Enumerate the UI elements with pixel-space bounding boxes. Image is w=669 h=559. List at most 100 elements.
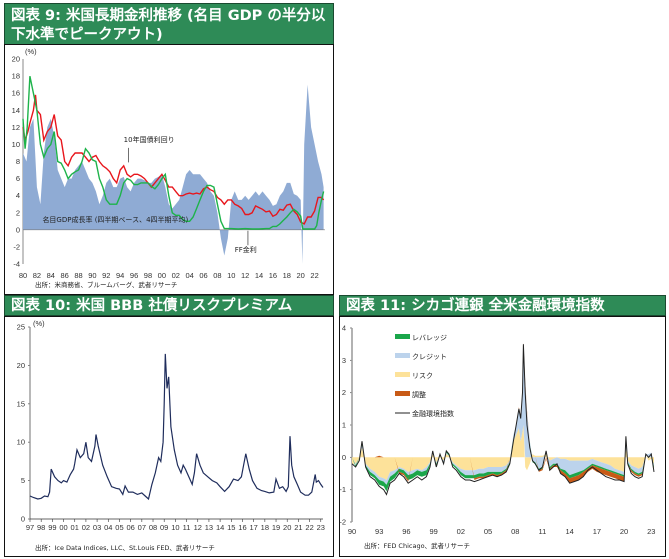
- figure-11-panel: 図表 11: シカゴ連銀 全米金融環境指数 4 3 2 1 0 -1 -2 90 93 96 99 0…: [339, 295, 666, 557]
- y-unit-label: (%): [33, 319, 45, 328]
- y-tick-label: -2: [339, 518, 346, 527]
- ten-year-yield-line: [22, 94, 325, 225]
- legend-credit-swatch: [395, 353, 410, 358]
- y-tick-label: 20: [17, 361, 25, 370]
- legend-risk-swatch: [395, 372, 410, 377]
- x-tick-label: 03: [93, 523, 101, 532]
- x-tick-label: 05: [484, 527, 492, 536]
- y-unit-label: (%): [25, 47, 37, 56]
- x-tick-label: 14: [216, 523, 224, 532]
- fed-funds-rate-line: [22, 75, 325, 230]
- x-tick-label: 16: [238, 523, 246, 532]
- y-tick-label: 3: [342, 356, 346, 365]
- x-tick-label: 18: [261, 523, 269, 532]
- x-tick-label: 96: [402, 527, 410, 536]
- x-tick-label: 93: [375, 527, 383, 536]
- x-tick-label: 80: [19, 271, 27, 280]
- x-tick-label: 09: [160, 523, 168, 532]
- x-tick-label: 22: [305, 523, 313, 532]
- nfci-index-line: [351, 344, 655, 496]
- x-tick-label: 01: [71, 523, 79, 532]
- x-tick-label: 97: [26, 523, 34, 532]
- x-tick-label: 17: [593, 527, 601, 536]
- y-tick-label: 0: [21, 515, 25, 524]
- figure-9-panel: 図表 9: 米国長期金利推移 (名目 GDP の半分以下水準でピークアウト) (…: [4, 3, 334, 295]
- bbb-spread-line: [29, 353, 324, 501]
- figure-10-panel: 図表 10: 米国 BBB 社債リスクプレミアム (%) 25 20 15 10 5 0 97…: [4, 295, 334, 557]
- x-tick-label: 16: [269, 271, 277, 280]
- x-tick-label: 04: [104, 523, 112, 532]
- x-tick-label: 10: [227, 271, 235, 280]
- x-tick-label: 06: [126, 523, 134, 532]
- x-tick-label: 00: [59, 523, 67, 532]
- y-tick-label: 12: [12, 123, 20, 132]
- x-tick-label: 94: [116, 271, 124, 280]
- figure-9-source: 出所：米商務省、ブルームバーグ、武者リサーチ: [35, 281, 178, 289]
- y-tick-label: 14: [12, 106, 20, 115]
- x-tick-label: 20: [283, 523, 291, 532]
- y-tick-label: -1: [339, 485, 346, 494]
- x-tick-label: 99: [429, 527, 437, 536]
- legend-risk-label: リスク: [412, 372, 433, 380]
- x-tick-label: 13: [205, 523, 213, 532]
- x-tick-label: 00: [158, 271, 166, 280]
- legend-leverage-swatch: [395, 334, 410, 339]
- figure-11-title: 図表 11: シカゴ連銀 全米金融環境指数: [339, 295, 666, 316]
- x-tick-label: 23: [317, 523, 325, 532]
- gdp-growth-area: [23, 84, 324, 264]
- y-tick-label: -4: [13, 260, 20, 269]
- figure-10-title: 図表 10: 米国 BBB 社債リスクプレミアム: [4, 295, 334, 316]
- annotation-ten-year-yield: 10年国債利回り: [124, 135, 175, 144]
- figure-9-body: (%) 20 18 16 14 12 10 8 6 4 2 0 -2 -4 80 82 84 86 88 90 92 94…: [4, 44, 334, 295]
- y-tick-label: 2: [16, 208, 20, 217]
- x-tick-label: 96: [130, 271, 138, 280]
- x-tick-label: 11: [183, 523, 191, 532]
- y-tick-label: 4: [16, 191, 20, 200]
- x-tick-label: 90: [88, 271, 96, 280]
- y-tick-label: 16: [12, 89, 20, 98]
- x-tick-label: 12: [241, 271, 249, 280]
- x-tick-label: 11: [539, 527, 547, 536]
- x-tick-label: 92: [102, 271, 110, 280]
- x-tick-label: 02: [172, 271, 180, 280]
- x-tick-label: 20: [297, 271, 305, 280]
- figure-9-title: 図表 9: 米国長期金利推移 (名目 GDP の半分以下水準でピークアウト): [4, 3, 334, 45]
- x-tick-label: 17: [249, 523, 257, 532]
- x-tick-label: 08: [149, 523, 157, 532]
- legend-index-label: 金融環境指数: [412, 409, 454, 418]
- x-tick-label: 98: [144, 271, 152, 280]
- x-tick-label: 14: [255, 271, 263, 280]
- y-tick-label: 4: [342, 324, 346, 333]
- x-tick-label: 88: [74, 271, 82, 280]
- y-tick-label: 10: [17, 438, 25, 447]
- x-tick-label: 08: [511, 527, 519, 536]
- legend-credit-label: クレジット: [412, 353, 447, 361]
- y-tick-label: 2: [342, 388, 346, 397]
- y-tick-label: 18: [12, 72, 20, 81]
- x-tick-label: 08: [213, 271, 221, 280]
- x-tick-label: 86: [60, 271, 68, 280]
- x-tick-label: 06: [199, 271, 207, 280]
- x-tick-label: 15: [227, 523, 235, 532]
- y-tick-label: 25: [17, 323, 25, 332]
- annotation-ff-rate: FF金利: [235, 245, 257, 254]
- x-tick-label: 82: [33, 271, 41, 280]
- x-tick-label: 12: [194, 523, 202, 532]
- x-tick-label: 23: [647, 527, 655, 536]
- y-tick-label: 20: [12, 55, 20, 64]
- x-tick-label: 05: [115, 523, 123, 532]
- y-tick-label: 0: [16, 225, 20, 234]
- area-risk: [352, 425, 654, 480]
- x-tick-label: 22: [310, 271, 318, 280]
- annotation-gdp: 名目GDP成長率 (四半期ベース、4四半期平均): [42, 215, 188, 224]
- y-tick-label: 8: [16, 157, 20, 166]
- y-tick-label: 10: [12, 140, 20, 149]
- y-tick-label: 5: [21, 476, 25, 485]
- legend-adjustment-label: 調整: [412, 390, 426, 399]
- y-tick-label: 1: [342, 421, 346, 430]
- y-tick-label: -2: [13, 242, 20, 251]
- x-tick-label: 07: [138, 523, 146, 532]
- x-tick-label: 02: [82, 523, 90, 532]
